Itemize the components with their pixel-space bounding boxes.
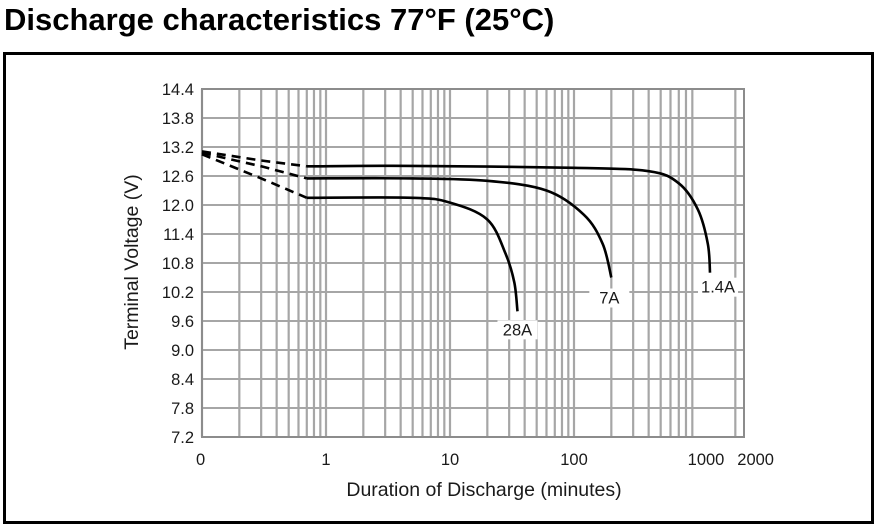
x-tick-label: 100 xyxy=(560,451,588,469)
y-tick-label: 11.4 xyxy=(163,226,194,244)
grid xyxy=(200,88,745,438)
y-axis-label: Terminal Voltage (V) xyxy=(121,174,143,350)
y-tick-label: 14.4 xyxy=(162,81,194,99)
series-dashed-7A xyxy=(201,151,308,180)
y-tick-label: 8.4 xyxy=(171,371,194,389)
series-label-bg xyxy=(497,320,538,340)
series-dashed-1.4A xyxy=(201,150,307,168)
series-labels: 1.4A 7A 28A xyxy=(497,277,739,340)
series-label-bg xyxy=(698,277,739,297)
series-label-28A: 28A xyxy=(503,321,532,339)
y-tick-label: 12.6 xyxy=(162,168,194,186)
x-tick-label: 0 xyxy=(196,451,205,469)
x-tick-label: 1000 xyxy=(688,451,725,469)
series-line-7A xyxy=(306,176,613,278)
x-tick-label: 1 xyxy=(321,451,330,469)
y-tick-label: 9.0 xyxy=(171,342,194,360)
y-tick-label: 12.0 xyxy=(162,197,194,215)
y-tick-label: 7.8 xyxy=(171,400,194,418)
y-tick-label: 9.6 xyxy=(171,313,194,331)
series-lines xyxy=(201,150,712,312)
tick-labels: 14.4 13.8 13.2 12.6 12.0 11.4 10.8 10.2 9.6 9.0 8.… xyxy=(162,81,774,469)
x-axis-label: Duration of Discharge (minutes) xyxy=(346,479,621,501)
y-tick-label: 13.2 xyxy=(162,139,194,157)
series-line-28A xyxy=(306,196,519,312)
y-tick-label: 13.8 xyxy=(162,110,194,128)
y-tick-label: 10.8 xyxy=(162,255,194,273)
series-dashed-28A xyxy=(201,153,308,199)
plot-border xyxy=(201,88,745,438)
series-label-1.4A: 1.4A xyxy=(701,279,735,297)
chart-title: Discharge characteristics 77°F (25°C) xyxy=(4,2,555,37)
series-label-bg xyxy=(589,288,630,308)
series-label-7A: 7A xyxy=(599,290,619,308)
series-line-1.4A xyxy=(306,164,712,273)
y-tick-label: 10.2 xyxy=(162,284,194,302)
x-tick-label: 2000 xyxy=(737,451,774,469)
x-tick-label: 10 xyxy=(441,451,459,469)
y-tick-label: 7.2 xyxy=(171,429,194,447)
